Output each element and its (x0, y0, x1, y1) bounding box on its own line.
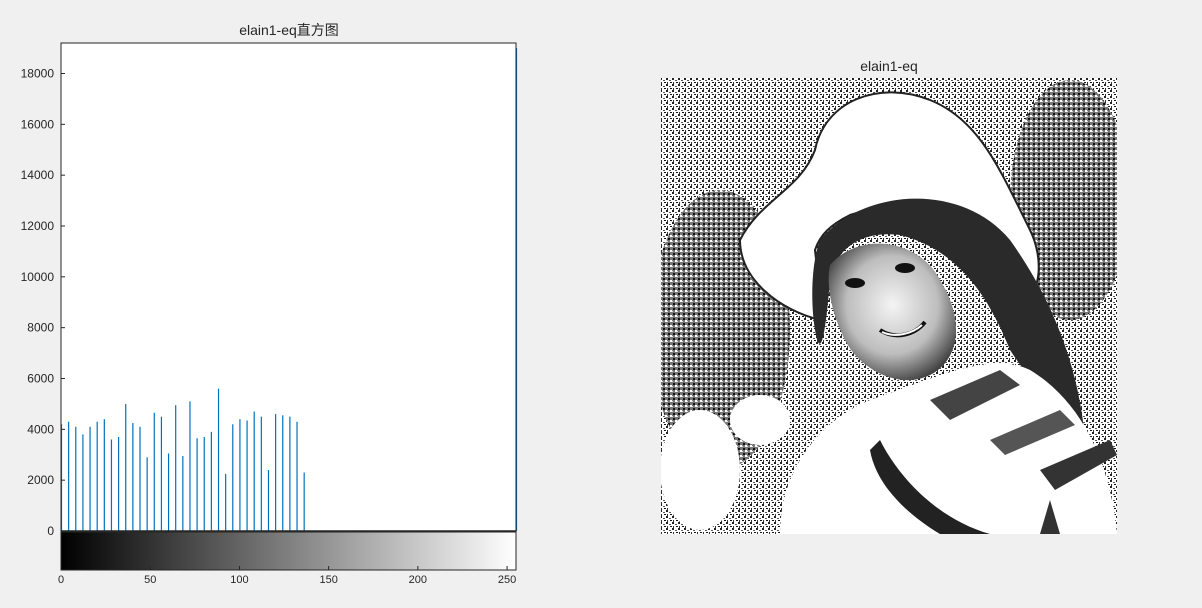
x-axis-ticks: 0 50 100 150 200 250 (58, 566, 516, 586)
y-tick-label: 2000 (27, 473, 54, 487)
y-axis-ticks: 0 2000 4000 6000 8000 10000 12000 14000 16000 180… (21, 67, 65, 538)
histogram-bars (60, 48, 518, 531)
grayscale-colorbar (60, 531, 517, 571)
x-tick-label: 0 (58, 574, 64, 586)
y-tick-label: 16000 (21, 117, 55, 131)
y-tick-label: 6000 (27, 372, 54, 386)
x-tick-label: 100 (230, 574, 248, 586)
y-tick-label: 8000 (27, 321, 54, 335)
y-tick-label: 10000 (21, 270, 55, 284)
x-tick-label: 150 (319, 574, 337, 586)
y-tick-label: 18000 (21, 67, 55, 81)
y-tick-label: 14000 (21, 168, 55, 182)
image-subplot: elain1-eq (661, 58, 1117, 534)
y-tick-label: 0 (47, 524, 54, 538)
histogram-title: elain1-eq直方图 (239, 22, 339, 38)
equalized-image (661, 78, 1117, 534)
image-title: elain1-eq (860, 58, 918, 74)
x-tick-label: 250 (498, 574, 516, 586)
histogram-subplot: elain1-eq直方图 020004000600080001000012000… (21, 22, 518, 586)
x-tick-label: 200 (409, 574, 427, 586)
x-tick-label: 50 (144, 574, 156, 586)
y-tick-label: 4000 (27, 422, 54, 436)
histogram-axes-background (61, 43, 516, 531)
y-tick-label: 12000 (21, 219, 55, 233)
